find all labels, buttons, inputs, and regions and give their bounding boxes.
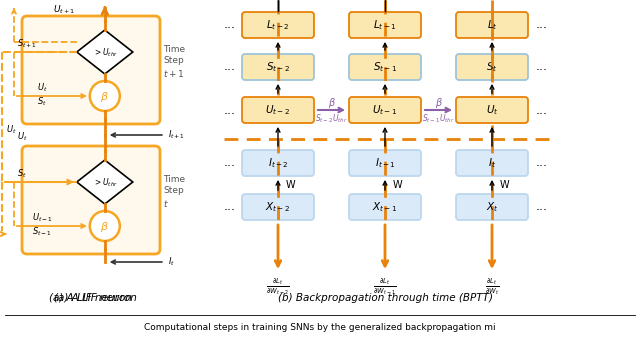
Text: ...: ... [224,201,236,214]
Text: $S_{t-2}U_{thr}$: $S_{t-2}U_{thr}$ [315,113,348,125]
Text: $U_t$: $U_t$ [486,103,499,117]
Text: ...: ... [536,19,548,32]
Polygon shape [77,30,133,74]
Text: $S_t$: $S_t$ [486,60,498,74]
FancyBboxPatch shape [242,97,314,123]
Text: ...: ... [224,104,236,117]
Text: ...: ... [536,201,548,214]
Text: (a) A LIF neuron: (a) A LIF neuron [49,293,131,303]
Text: (b) Backpropagation through time (BPTT): (b) Backpropagation through time (BPTT) [278,293,493,303]
FancyBboxPatch shape [456,97,528,123]
FancyBboxPatch shape [349,54,421,80]
Text: $I_t$: $I_t$ [488,156,496,170]
FancyBboxPatch shape [242,54,314,80]
Text: $U_{t-1}$: $U_{t-1}$ [372,103,397,117]
Text: ...: ... [224,19,236,32]
FancyBboxPatch shape [349,150,421,176]
Text: $U_t$: $U_t$ [17,131,28,143]
FancyBboxPatch shape [456,54,528,80]
Text: ...: ... [536,156,548,169]
FancyBboxPatch shape [349,12,421,38]
Text: $U_t$: $U_t$ [36,82,47,94]
Text: $\beta$: $\beta$ [100,220,109,234]
FancyBboxPatch shape [22,16,160,124]
Text: $S_{t+1}$: $S_{t+1}$ [17,38,37,50]
Text: ...: ... [224,156,236,169]
Text: $>U_{thr}$: $>U_{thr}$ [93,47,118,59]
Text: $U_{t+1}$: $U_{t+1}$ [52,4,75,16]
Text: $L_t$: $L_t$ [486,18,497,32]
Text: $X_{t-2}$: $X_{t-2}$ [266,200,291,214]
Text: $I_{t-1}$: $I_{t-1}$ [374,156,396,170]
Text: ...: ... [224,61,236,74]
FancyBboxPatch shape [456,12,528,38]
Text: $\frac{\partial L_t}{\partial W_{t-2}}$: $\frac{\partial L_t}{\partial W_{t-2}}$ [266,276,290,297]
Text: W: W [500,180,509,190]
Text: $>U_{thr}$: $>U_{thr}$ [93,177,118,189]
FancyBboxPatch shape [456,150,528,176]
Text: $U_{t-2}$: $U_{t-2}$ [266,103,291,117]
Text: $U_{t-1}$: $U_{t-1}$ [31,212,52,224]
Text: ...: ... [536,61,548,74]
Text: (a) A LIF neuron: (a) A LIF neuron [54,293,136,303]
Text: ...: ... [536,104,548,117]
Text: W: W [393,180,403,190]
Text: $S_t$: $S_t$ [37,96,47,108]
Text: $\frac{\partial L_t}{\partial W_t}$: $\frac{\partial L_t}{\partial W_t}$ [485,276,499,297]
Text: $S_{t-1}U_{thr}$: $S_{t-1}U_{thr}$ [422,113,455,125]
Text: $X_t$: $X_t$ [486,200,499,214]
Text: $S_{t-1}$: $S_{t-1}$ [373,60,397,74]
Circle shape [90,211,120,241]
Text: $X_{t-1}$: $X_{t-1}$ [372,200,397,214]
Text: $\beta$: $\beta$ [100,90,109,104]
Text: $I_{t-2}$: $I_{t-2}$ [268,156,289,170]
Text: $\beta$: $\beta$ [328,96,335,110]
Text: $S_t$: $S_t$ [17,168,27,180]
Text: $L_{t-2}$: $L_{t-2}$ [266,18,290,32]
FancyBboxPatch shape [349,194,421,220]
FancyBboxPatch shape [242,150,314,176]
Text: Computational steps in training SNNs by the generalized backpropagation mi: Computational steps in training SNNs by … [144,323,496,332]
Text: $\beta$: $\beta$ [435,96,442,110]
FancyBboxPatch shape [242,12,314,38]
Text: $\frac{\partial L_t}{\partial W_{t-1}}$: $\frac{\partial L_t}{\partial W_{t-1}}$ [373,276,397,297]
Text: W: W [286,180,296,190]
Text: $S_{t-2}$: $S_{t-2}$ [266,60,290,74]
Text: $I_{t+1}$: $I_{t+1}$ [168,129,185,141]
Text: $U_t$: $U_t$ [6,124,17,136]
FancyBboxPatch shape [349,97,421,123]
Text: Time
Step
$t+1$: Time Step $t+1$ [163,45,185,79]
Text: $I_t$: $I_t$ [168,256,175,268]
FancyBboxPatch shape [22,146,160,254]
Text: Time
Step
$t$: Time Step $t$ [163,175,185,209]
Circle shape [90,81,120,111]
Text: $S_{t-1}$: $S_{t-1}$ [32,226,52,238]
Polygon shape [77,160,133,204]
Text: $L_{t-1}$: $L_{t-1}$ [373,18,397,32]
FancyBboxPatch shape [242,194,314,220]
FancyBboxPatch shape [456,194,528,220]
